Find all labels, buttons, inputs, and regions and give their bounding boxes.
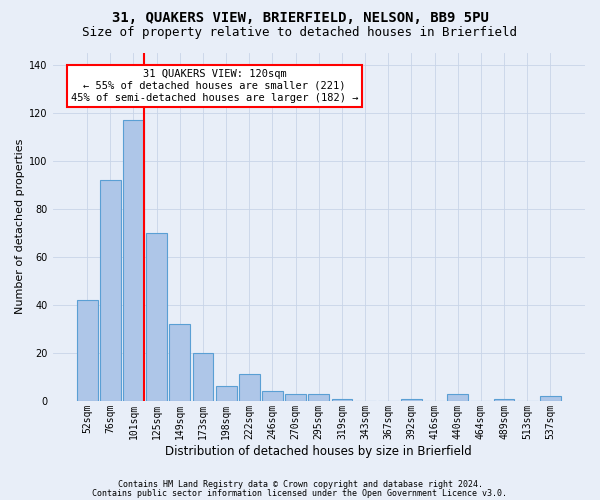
Bar <box>215 386 236 401</box>
Bar <box>262 392 283 401</box>
Bar <box>494 398 514 401</box>
Y-axis label: Number of detached properties: Number of detached properties <box>15 139 25 314</box>
Text: 31 QUAKERS VIEW: 120sqm
← 55% of detached houses are smaller (221)
45% of semi-d: 31 QUAKERS VIEW: 120sqm ← 55% of detache… <box>71 70 358 102</box>
Bar <box>448 394 468 401</box>
Bar <box>239 374 260 401</box>
Bar <box>77 300 98 401</box>
X-axis label: Distribution of detached houses by size in Brierfield: Distribution of detached houses by size … <box>166 444 472 458</box>
Bar <box>146 232 167 401</box>
Text: Size of property relative to detached houses in Brierfield: Size of property relative to detached ho… <box>83 26 517 39</box>
Text: 31, QUAKERS VIEW, BRIERFIELD, NELSON, BB9 5PU: 31, QUAKERS VIEW, BRIERFIELD, NELSON, BB… <box>112 11 488 25</box>
Bar <box>285 394 306 401</box>
Bar <box>401 398 422 401</box>
Bar <box>123 120 144 401</box>
Bar <box>540 396 561 401</box>
Bar <box>193 353 214 401</box>
Bar <box>332 398 352 401</box>
Text: Contains public sector information licensed under the Open Government Licence v3: Contains public sector information licen… <box>92 488 508 498</box>
Text: Contains HM Land Registry data © Crown copyright and database right 2024.: Contains HM Land Registry data © Crown c… <box>118 480 482 489</box>
Bar <box>100 180 121 401</box>
Bar <box>169 324 190 401</box>
Bar <box>308 394 329 401</box>
